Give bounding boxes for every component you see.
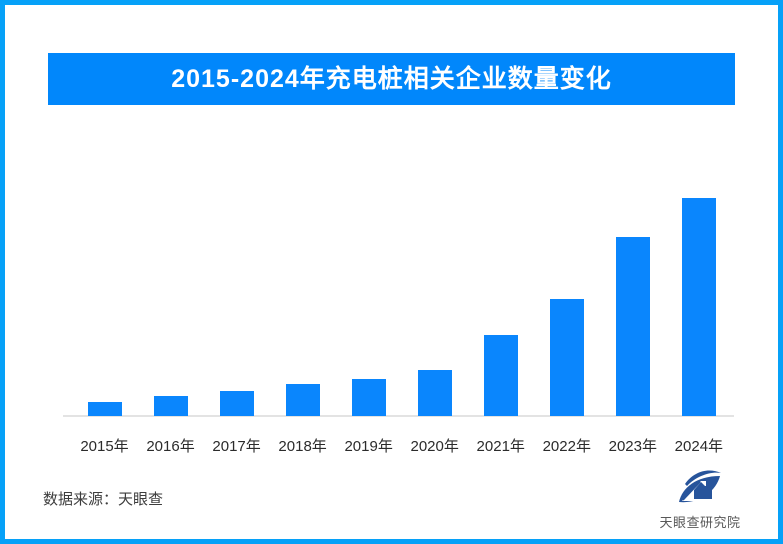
- x-tick-label: 2024年: [674, 438, 724, 455]
- x-axis-line: [63, 415, 734, 417]
- tianyancha-eye-logo-icon: [678, 468, 722, 506]
- bar-2022年: [549, 299, 584, 416]
- bar-chart: 2015年 2016年 2017年 2018年 2019年 2020年 2021年 2022年…: [5, 5, 778, 539]
- bar-2016年: [153, 396, 188, 416]
- x-tick-label: 2020年: [410, 438, 459, 455]
- tianyancha-research-logo-text: 天眼查研究院: [659, 515, 741, 530]
- x-tick-label: 2019年: [344, 438, 393, 455]
- bar-2021年: [483, 335, 518, 416]
- x-tick-label: 2023年: [608, 438, 657, 455]
- data-source-label: 数据来源：天眼查: [43, 491, 164, 508]
- bar-2020年: [417, 370, 452, 416]
- x-tick-label: 2021年: [476, 438, 525, 455]
- x-tick-label: 2017年: [212, 438, 261, 455]
- bar-2015年: [87, 402, 122, 416]
- bar-2023年: [615, 237, 650, 416]
- chart-title-banner: 2015-2024年充电桩相关企业数量变化: [48, 53, 735, 105]
- tianyancha-research-logo: 天眼查研究院: [655, 468, 745, 531]
- x-tick-label: 2022年: [542, 438, 591, 455]
- bar-2017年: [219, 391, 254, 416]
- x-tick-label: 2016年: [146, 438, 195, 455]
- bar-2024年: [681, 198, 716, 416]
- x-tick-label: 2015年: [80, 438, 129, 455]
- bar-2018年: [285, 384, 320, 416]
- x-tick-label: 2018年: [278, 438, 327, 455]
- bar-2019年: [351, 379, 386, 416]
